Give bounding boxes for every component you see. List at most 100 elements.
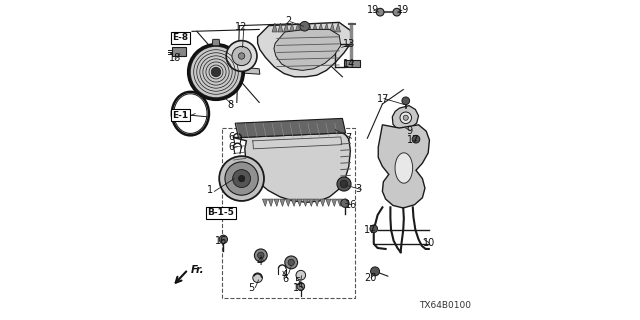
Text: 19: 19: [397, 4, 410, 15]
Circle shape: [219, 235, 228, 244]
Polygon shape: [289, 23, 294, 32]
Circle shape: [340, 180, 348, 188]
Text: B-1-5: B-1-5: [207, 208, 234, 217]
Bar: [223, 128, 355, 298]
Polygon shape: [236, 118, 346, 138]
Text: 6: 6: [228, 132, 234, 142]
Polygon shape: [284, 23, 289, 32]
Polygon shape: [297, 199, 302, 206]
Text: TX64B0100: TX64B0100: [419, 301, 471, 310]
Text: 4: 4: [256, 257, 262, 268]
Text: 12: 12: [236, 22, 248, 32]
Polygon shape: [272, 23, 277, 32]
Polygon shape: [324, 23, 329, 32]
Text: E-1: E-1: [172, 111, 188, 120]
Circle shape: [393, 8, 401, 16]
Circle shape: [238, 175, 244, 182]
Circle shape: [227, 41, 257, 71]
Text: 14: 14: [342, 59, 355, 69]
Text: 2: 2: [285, 16, 291, 26]
Text: 16: 16: [214, 236, 227, 246]
Text: 4: 4: [282, 269, 288, 280]
Text: 17: 17: [377, 93, 390, 104]
Text: 17: 17: [364, 225, 377, 235]
Circle shape: [285, 256, 298, 269]
Text: 6: 6: [228, 142, 234, 152]
Text: 8: 8: [227, 100, 234, 110]
Polygon shape: [308, 199, 314, 206]
Circle shape: [288, 259, 294, 266]
Circle shape: [253, 273, 262, 283]
Polygon shape: [291, 199, 296, 206]
Polygon shape: [278, 23, 283, 32]
Circle shape: [255, 249, 268, 262]
Polygon shape: [274, 199, 279, 206]
Circle shape: [376, 8, 384, 16]
Text: 16: 16: [344, 200, 357, 210]
Text: 1: 1: [207, 185, 212, 196]
Polygon shape: [295, 23, 300, 32]
Circle shape: [370, 225, 378, 233]
Circle shape: [337, 177, 351, 191]
Polygon shape: [285, 199, 291, 206]
Polygon shape: [326, 199, 331, 206]
Polygon shape: [337, 199, 342, 206]
Polygon shape: [242, 67, 260, 74]
Circle shape: [233, 170, 251, 188]
Polygon shape: [280, 199, 285, 206]
Circle shape: [232, 46, 252, 66]
Circle shape: [211, 67, 221, 77]
Text: 7: 7: [346, 133, 352, 143]
Polygon shape: [307, 23, 312, 32]
Polygon shape: [378, 125, 429, 208]
Polygon shape: [344, 60, 360, 67]
Polygon shape: [258, 22, 352, 77]
Polygon shape: [301, 23, 306, 32]
Text: 5: 5: [248, 283, 254, 293]
Circle shape: [258, 252, 264, 259]
Text: 19: 19: [367, 4, 379, 15]
Polygon shape: [318, 23, 323, 32]
Circle shape: [371, 267, 380, 276]
Polygon shape: [392, 106, 419, 131]
Polygon shape: [262, 199, 268, 206]
Circle shape: [296, 270, 306, 280]
Polygon shape: [335, 23, 340, 32]
Circle shape: [219, 156, 264, 201]
Text: 3: 3: [355, 184, 362, 194]
Polygon shape: [314, 199, 319, 206]
Text: 9: 9: [406, 125, 412, 136]
Polygon shape: [234, 133, 351, 202]
Text: 6: 6: [282, 274, 289, 284]
Polygon shape: [312, 23, 317, 32]
Text: 15: 15: [293, 283, 305, 293]
Circle shape: [400, 112, 412, 124]
Circle shape: [297, 283, 305, 290]
Circle shape: [412, 135, 420, 143]
Circle shape: [189, 46, 243, 98]
Polygon shape: [330, 23, 335, 32]
Ellipse shape: [395, 153, 413, 183]
Polygon shape: [303, 199, 308, 206]
Circle shape: [225, 162, 259, 195]
Text: 10: 10: [422, 237, 435, 248]
Text: 18: 18: [169, 53, 182, 63]
Polygon shape: [172, 47, 186, 56]
Circle shape: [403, 115, 408, 120]
Text: 13: 13: [342, 39, 355, 49]
Polygon shape: [332, 199, 337, 206]
Text: 5: 5: [294, 277, 301, 287]
Polygon shape: [268, 199, 273, 206]
Text: E-8: E-8: [172, 33, 188, 42]
Text: Fr.: Fr.: [191, 265, 204, 276]
Circle shape: [238, 53, 244, 59]
Polygon shape: [212, 39, 220, 46]
Text: 11: 11: [177, 113, 189, 123]
Circle shape: [340, 199, 349, 207]
Text: 17: 17: [406, 135, 419, 145]
Polygon shape: [320, 199, 325, 206]
Text: 20: 20: [364, 273, 377, 284]
Circle shape: [300, 21, 310, 31]
Circle shape: [402, 97, 410, 105]
Polygon shape: [274, 29, 340, 70]
